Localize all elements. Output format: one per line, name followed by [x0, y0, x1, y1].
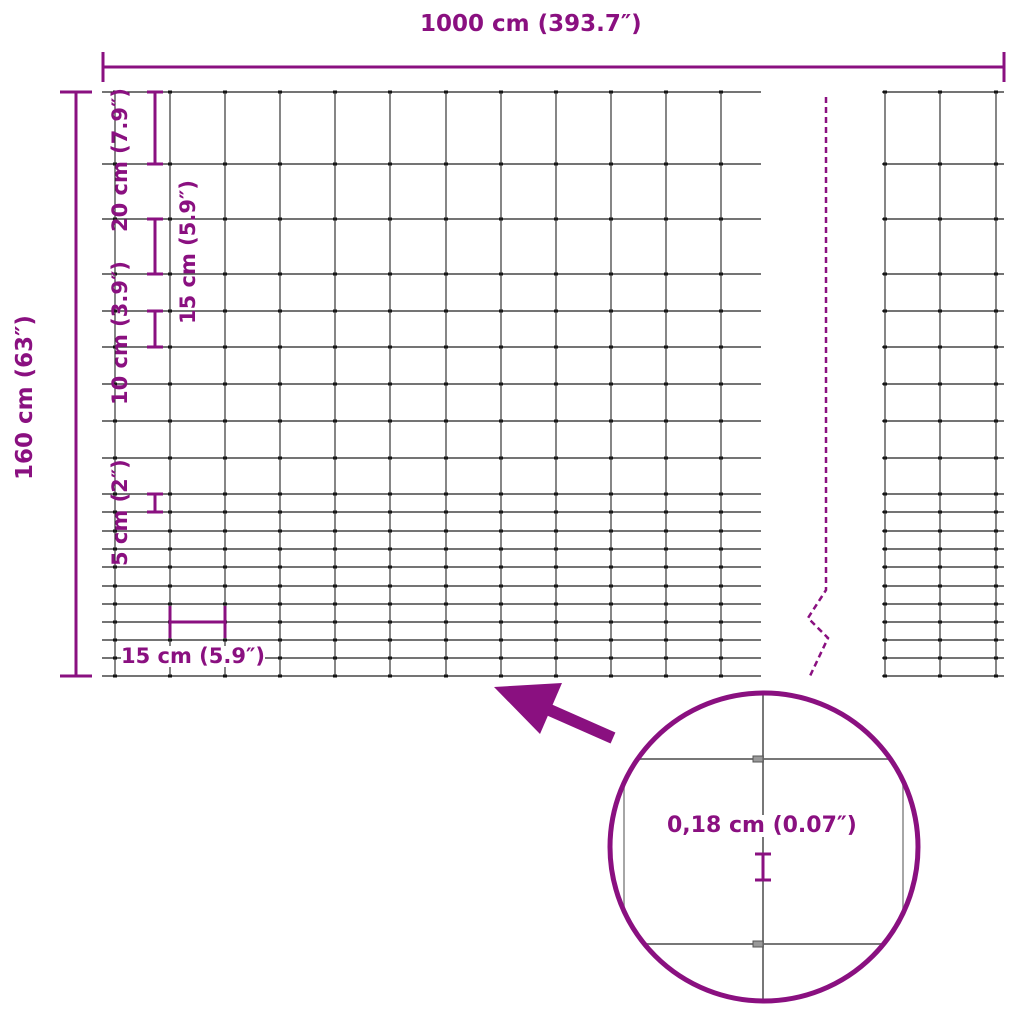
gap-10-label: 10 cm (3.9″) [108, 261, 132, 405]
magnified-detail [610, 693, 918, 1001]
gap-5-label: 5 cm (2″) [108, 459, 132, 566]
gap-15-horizontal-label: 15 cm (5.9″) [121, 644, 265, 668]
wire-clip [752, 940, 764, 948]
arrow-head [494, 683, 562, 734]
magnifier-circle [607, 690, 921, 1004]
gap-20-label: 20 cm (7.9″) [108, 88, 132, 232]
wire-diameter-label: 0,18 cm (0.07″) [667, 813, 857, 838]
gap-15-vertical-label: 15 cm (5.9″) [176, 180, 200, 324]
height-label: 160 cm (63″) [12, 315, 38, 480]
wire-clip [752, 755, 764, 763]
break-line [806, 97, 830, 677]
width-label: 1000 cm (393.7″) [420, 11, 642, 37]
arrow-shaft [542, 702, 616, 744]
